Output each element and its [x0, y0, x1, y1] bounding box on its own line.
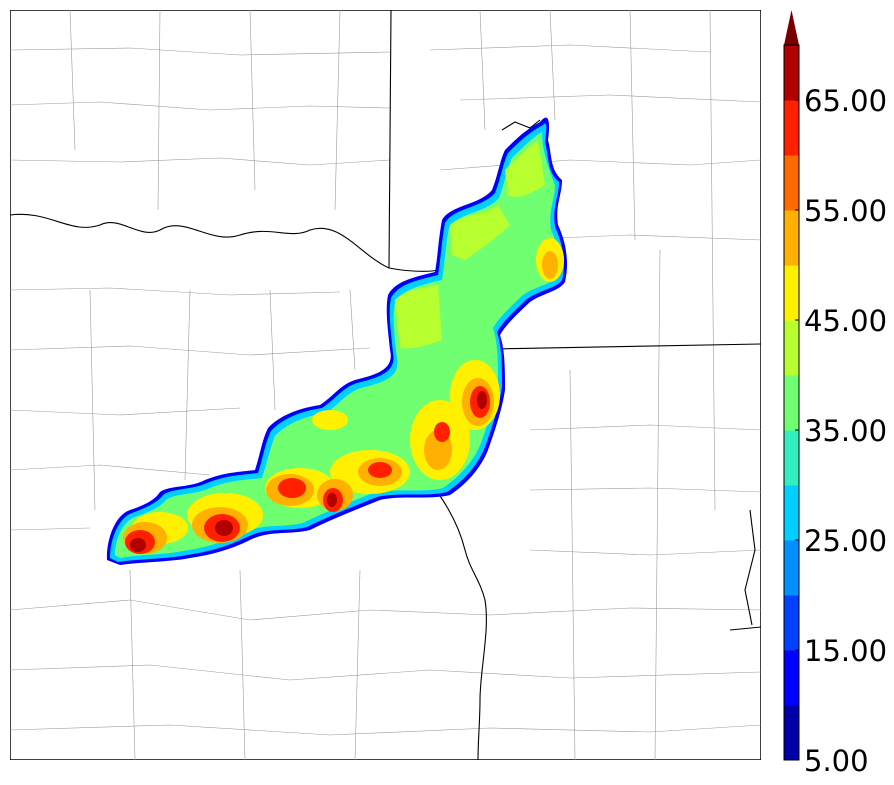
shaded-field [106, 117, 568, 566]
colorbar-swatch [784, 210, 799, 266]
colorbar-swatches [784, 45, 799, 761]
colorbar-swatch [784, 100, 799, 156]
colorbar-swatch [784, 705, 799, 761]
colorbar-swatch [784, 540, 799, 596]
colorbar-tick-label: 55.00 [804, 194, 887, 228]
colorbar-swatch [784, 430, 799, 486]
colorbar-swatch [784, 320, 799, 376]
colorbar-swatch [784, 375, 799, 431]
field-lime-area [395, 140, 545, 349]
colorbar-tick-label: 65.00 [804, 84, 887, 118]
colorbar-tick-label: 45.00 [804, 304, 887, 338]
county-boundaries [10, 10, 761, 760]
colorbar-extend-arrow [784, 10, 799, 45]
colorbar-tick-label: 25.00 [804, 524, 887, 558]
colorbar-frame [783, 44, 800, 761]
colorbar-swatch [784, 650, 799, 706]
map-panel [10, 10, 761, 760]
colorbar-swatch [784, 155, 799, 211]
colorbar-tick-label: 35.00 [804, 414, 887, 448]
colorbar: 5.00 15.00 25.00 35.00 45.00 55.00 65.00 [783, 10, 887, 778]
colorbar-ticks: 5.00 15.00 25.00 35.00 45.00 55.00 65.00 [795, 84, 887, 778]
colorbar-swatch [784, 265, 799, 321]
colorbar-swatch [784, 595, 799, 651]
colorbar-tick-label: 15.00 [804, 634, 887, 668]
field-darkred-cores [130, 391, 487, 552]
colorbar-swatch [784, 485, 799, 541]
colorbar-swatch [784, 45, 799, 101]
colorbar-tick-label: 5.00 [804, 744, 869, 778]
